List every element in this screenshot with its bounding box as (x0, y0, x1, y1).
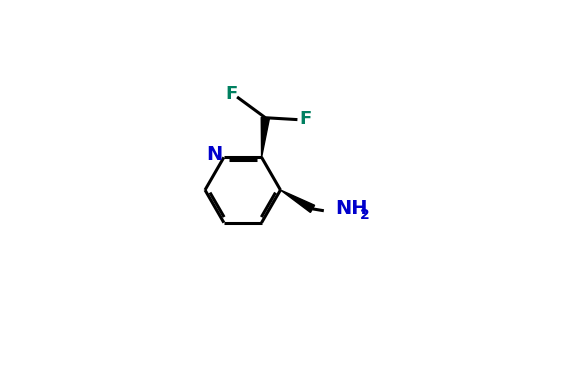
Text: N: N (206, 145, 222, 164)
Polygon shape (262, 117, 270, 157)
Polygon shape (281, 190, 314, 212)
Text: NH: NH (335, 200, 367, 218)
Text: F: F (300, 110, 312, 128)
Text: 2: 2 (359, 207, 369, 222)
Text: F: F (225, 85, 237, 103)
